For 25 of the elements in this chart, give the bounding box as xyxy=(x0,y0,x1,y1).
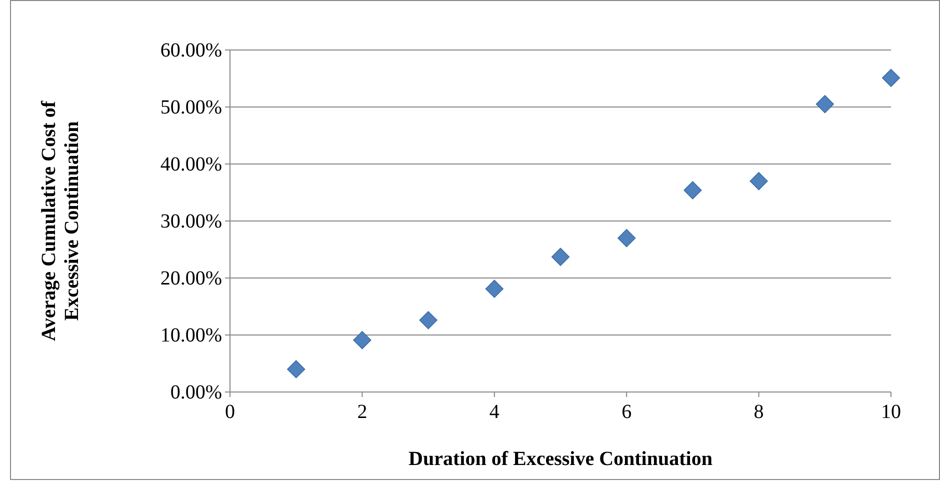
point xyxy=(684,181,702,200)
y-tick-label: 40.00% xyxy=(160,153,222,176)
y-tick-label: 0.00% xyxy=(170,381,222,404)
point xyxy=(353,331,372,350)
y-axis-title: Average Cumulative Cost of Excessive Continuation xyxy=(38,100,83,342)
point xyxy=(287,360,306,378)
x-tick-label: 4 xyxy=(489,401,500,423)
x-tick-label: 2 xyxy=(357,401,368,423)
y-tick-label: 10.00% xyxy=(160,324,222,346)
y-tick-label: 60.00% xyxy=(160,39,222,62)
x-tick-label: 6 xyxy=(622,401,632,423)
point xyxy=(419,311,438,330)
point xyxy=(618,229,636,248)
point xyxy=(750,172,768,190)
x-tick-label: 10 xyxy=(881,401,901,423)
point xyxy=(882,68,900,87)
y-tick-label: 50.00% xyxy=(160,96,222,118)
x-tick-label: 8 xyxy=(754,401,764,423)
point xyxy=(816,95,834,114)
point xyxy=(485,280,504,298)
x-tick-label: 0 xyxy=(225,401,235,423)
y-tick-label: 30.00% xyxy=(160,210,222,232)
x-axis-title: Duration of Excessive Continuation xyxy=(408,448,712,470)
y-tick-label: 20.00% xyxy=(160,267,222,290)
point xyxy=(551,248,570,266)
